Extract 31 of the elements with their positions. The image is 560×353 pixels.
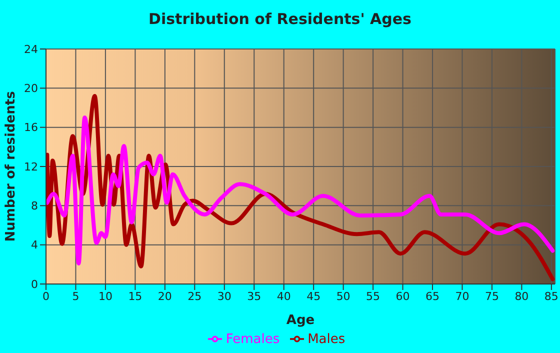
y-tick-label: 8	[31, 200, 38, 213]
legend-label: Males	[308, 332, 346, 347]
y-tick-label: 24	[24, 42, 38, 56]
x-tick-label: 65	[426, 290, 440, 303]
x-tick-label: 75	[484, 290, 499, 303]
y-tick-label: 12	[24, 160, 38, 174]
x-tick-label: 45	[306, 290, 321, 303]
x-tick-label: 85	[544, 290, 558, 303]
y-tick-label: 0	[31, 278, 38, 291]
y-tick-label: 16	[24, 121, 38, 134]
x-tick-label: 30	[217, 290, 232, 303]
x-tick-label: 50	[336, 290, 350, 303]
y-axis-title: Number of residents	[4, 90, 19, 242]
x-tick-label: 55	[366, 290, 380, 303]
x-tick-label: 20	[158, 290, 172, 303]
x-tick-label: 10	[98, 290, 112, 303]
y-tick-label: 4	[31, 238, 38, 252]
x-tick-label: 15	[128, 290, 142, 303]
x-tick-label: 5	[72, 290, 80, 303]
x-tick-label: 0	[42, 290, 50, 303]
x-tick-label: 70	[455, 290, 470, 303]
legend-label: Females	[226, 332, 280, 347]
x-tick-label: 60	[396, 290, 410, 303]
line-series	[46, 116, 555, 266]
chart-title: Distribution of Residents' Ages	[148, 10, 412, 28]
x-tick-label: 25	[188, 290, 202, 303]
x-tick-label: 35	[247, 290, 262, 303]
y-tick-label: 20	[24, 82, 38, 96]
x-axis-title: Age	[286, 313, 315, 328]
x-tick-label: 80	[514, 290, 529, 303]
x-tick-label: 40	[276, 290, 291, 303]
